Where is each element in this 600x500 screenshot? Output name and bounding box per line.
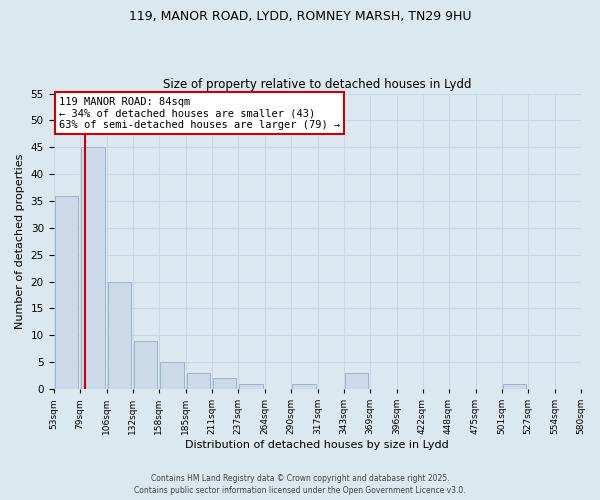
Bar: [134, 340, 157, 389]
Y-axis label: Number of detached properties: Number of detached properties: [15, 154, 25, 329]
Text: 119, MANOR ROAD, LYDD, ROMNEY MARSH, TN29 9HU: 119, MANOR ROAD, LYDD, ROMNEY MARSH, TN2…: [129, 10, 471, 23]
Bar: [503, 384, 526, 389]
Bar: [160, 362, 184, 389]
Bar: [107, 282, 131, 389]
X-axis label: Distribution of detached houses by size in Lydd: Distribution of detached houses by size …: [185, 440, 449, 450]
Text: Contains HM Land Registry data © Crown copyright and database right 2025.
Contai: Contains HM Land Registry data © Crown c…: [134, 474, 466, 495]
Bar: [187, 373, 211, 389]
Bar: [55, 196, 79, 389]
Bar: [212, 378, 236, 389]
Bar: [344, 373, 368, 389]
Text: 119 MANOR ROAD: 84sqm
← 34% of detached houses are smaller (43)
63% of semi-deta: 119 MANOR ROAD: 84sqm ← 34% of detached …: [59, 96, 340, 130]
Title: Size of property relative to detached houses in Lydd: Size of property relative to detached ho…: [163, 78, 471, 91]
Bar: [239, 384, 263, 389]
Bar: [80, 148, 106, 389]
Bar: [292, 384, 316, 389]
